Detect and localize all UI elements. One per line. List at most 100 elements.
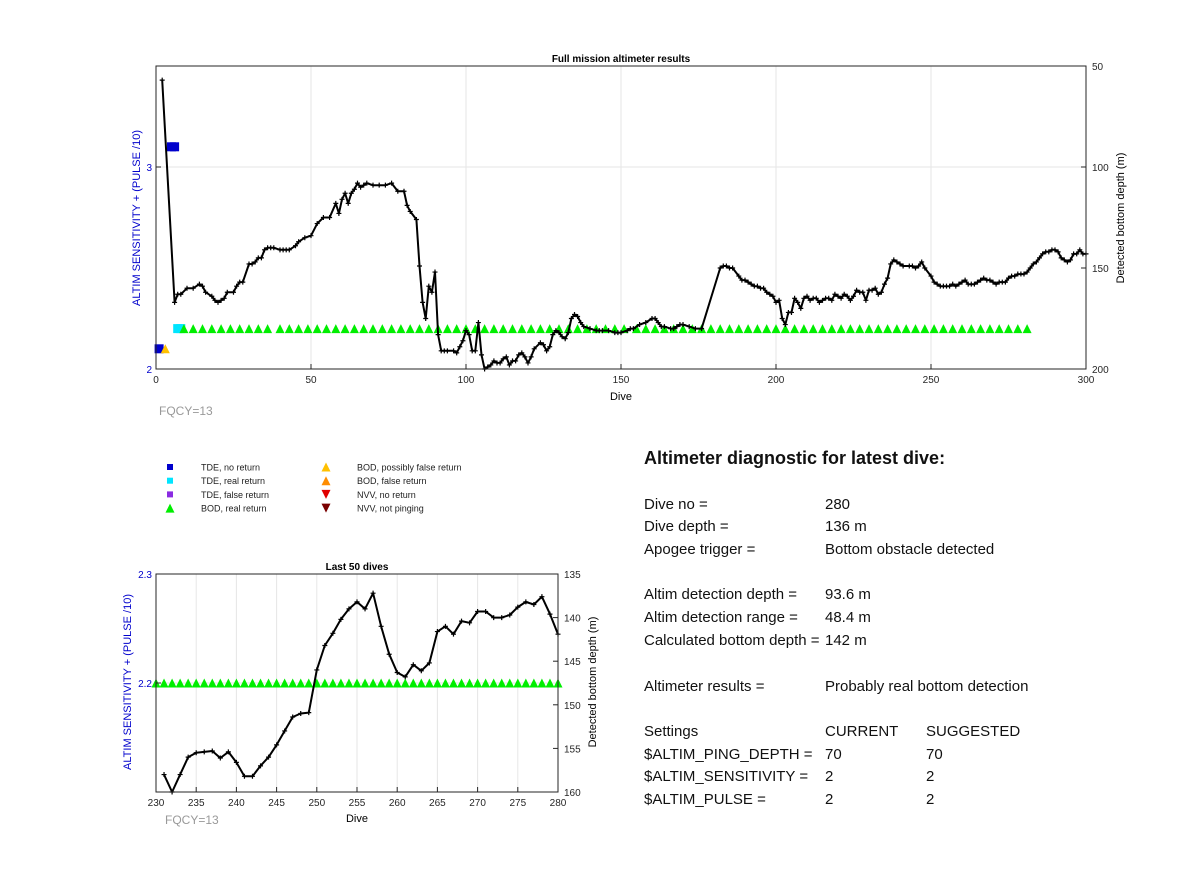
legend-label: BOD, possibly false return bbox=[357, 463, 462, 473]
data-point bbox=[1027, 265, 1033, 271]
data-point bbox=[606, 328, 612, 334]
data-point bbox=[528, 354, 534, 360]
data-point bbox=[717, 265, 723, 271]
data-point bbox=[966, 324, 976, 334]
data-point bbox=[266, 754, 272, 760]
data-point bbox=[767, 291, 773, 297]
data-point bbox=[298, 711, 304, 717]
data-point bbox=[288, 678, 298, 688]
data-point bbox=[340, 324, 350, 334]
data-point bbox=[742, 277, 748, 283]
data-point bbox=[813, 295, 819, 301]
data-point bbox=[950, 281, 956, 287]
data-point bbox=[432, 678, 442, 688]
data-point bbox=[177, 772, 183, 778]
data-point bbox=[920, 324, 930, 334]
data-point bbox=[218, 297, 224, 303]
data-point bbox=[745, 279, 751, 285]
data-point bbox=[497, 678, 507, 688]
diagnostic-title: Altimeter diagnostic for latest dive: bbox=[644, 448, 946, 468]
data-point bbox=[418, 668, 424, 674]
legend: TDE, no return TDE, real return TDE, false… bbox=[165, 462, 462, 514]
dive-depth-label: Dive depth = bbox=[644, 518, 729, 535]
axis-ticks: 230 235 240 245 250 255 260 265 270 275 280 2.2 2.3 1… bbox=[138, 570, 581, 809]
chart-title: Full mission altimeter results bbox=[552, 54, 691, 65]
data-point bbox=[686, 324, 692, 330]
x-tick-label: 280 bbox=[550, 798, 567, 809]
data-point bbox=[423, 316, 429, 321]
data-point bbox=[452, 324, 462, 334]
data-point bbox=[394, 670, 400, 676]
data-point bbox=[402, 674, 408, 680]
data-point bbox=[355, 180, 360, 186]
data-point bbox=[776, 297, 782, 303]
data-point bbox=[183, 678, 193, 688]
data-point bbox=[715, 324, 725, 334]
data-point bbox=[1033, 259, 1039, 265]
data-point bbox=[387, 324, 397, 334]
data-point bbox=[773, 299, 779, 305]
data-point bbox=[919, 259, 925, 265]
data-point bbox=[671, 326, 677, 332]
data-point bbox=[339, 196, 345, 202]
data-point bbox=[789, 309, 794, 315]
data-point bbox=[928, 273, 934, 279]
data-point bbox=[221, 295, 227, 301]
data-point bbox=[829, 297, 835, 303]
legend-item: TDE, real return bbox=[167, 476, 265, 486]
data-point bbox=[296, 239, 302, 245]
data-point bbox=[780, 324, 790, 334]
data-point bbox=[191, 678, 201, 688]
data-point bbox=[981, 275, 987, 281]
data-point bbox=[630, 326, 636, 332]
data-point bbox=[792, 295, 798, 301]
x-axis-label: Dive bbox=[346, 813, 368, 825]
data-point bbox=[1012, 273, 1018, 279]
data-point bbox=[851, 293, 856, 299]
data-point bbox=[838, 295, 844, 301]
settings-header-current: CURRENT bbox=[825, 723, 899, 740]
legend-label: TDE, false return bbox=[201, 490, 269, 500]
x-tick-label: 250 bbox=[923, 375, 940, 386]
data-point bbox=[426, 660, 432, 666]
legend-label: NVV, no return bbox=[357, 490, 416, 500]
data-point bbox=[506, 362, 512, 368]
data-point bbox=[463, 328, 469, 334]
data-point bbox=[1006, 275, 1011, 281]
legend-label: BOD, false return bbox=[357, 476, 427, 486]
data-point bbox=[882, 281, 887, 287]
data-point bbox=[1074, 251, 1080, 257]
data-point bbox=[395, 188, 401, 194]
data-point bbox=[382, 182, 388, 188]
data-point bbox=[252, 259, 258, 265]
data-point bbox=[637, 322, 643, 328]
legend-item: TDE, false return bbox=[167, 490, 269, 500]
setting-current: 2 bbox=[825, 791, 834, 808]
altim-detection-depth-value: 93.6 m bbox=[825, 586, 871, 603]
y-tick-label-left: 3 bbox=[146, 163, 152, 174]
data-point bbox=[448, 678, 458, 688]
data-point bbox=[200, 283, 205, 289]
data-point bbox=[483, 608, 489, 614]
data-point bbox=[370, 590, 376, 596]
y-tick-label-right: 155 bbox=[564, 744, 581, 755]
data-point bbox=[352, 678, 362, 688]
data-point bbox=[953, 283, 959, 289]
data-point bbox=[346, 606, 352, 612]
data-point bbox=[426, 283, 432, 289]
data-point bbox=[302, 235, 308, 241]
y-axis-label-left: ALTIM SENSITIVITY + (PULSE /10) bbox=[131, 130, 143, 306]
x-tick-label: 200 bbox=[768, 375, 785, 386]
data-point bbox=[987, 277, 993, 283]
data-point bbox=[345, 200, 351, 206]
data-point bbox=[938, 324, 948, 334]
data-point bbox=[457, 678, 467, 688]
y-axis-label-left: ALTIM SENSITIVITY + (PULSE /10) bbox=[122, 594, 134, 770]
data-point bbox=[916, 263, 922, 269]
data-point bbox=[641, 324, 651, 334]
data-point bbox=[869, 287, 875, 293]
data-point bbox=[368, 678, 378, 688]
data-point bbox=[531, 602, 537, 608]
data-point bbox=[752, 324, 762, 334]
data-point bbox=[286, 247, 292, 253]
